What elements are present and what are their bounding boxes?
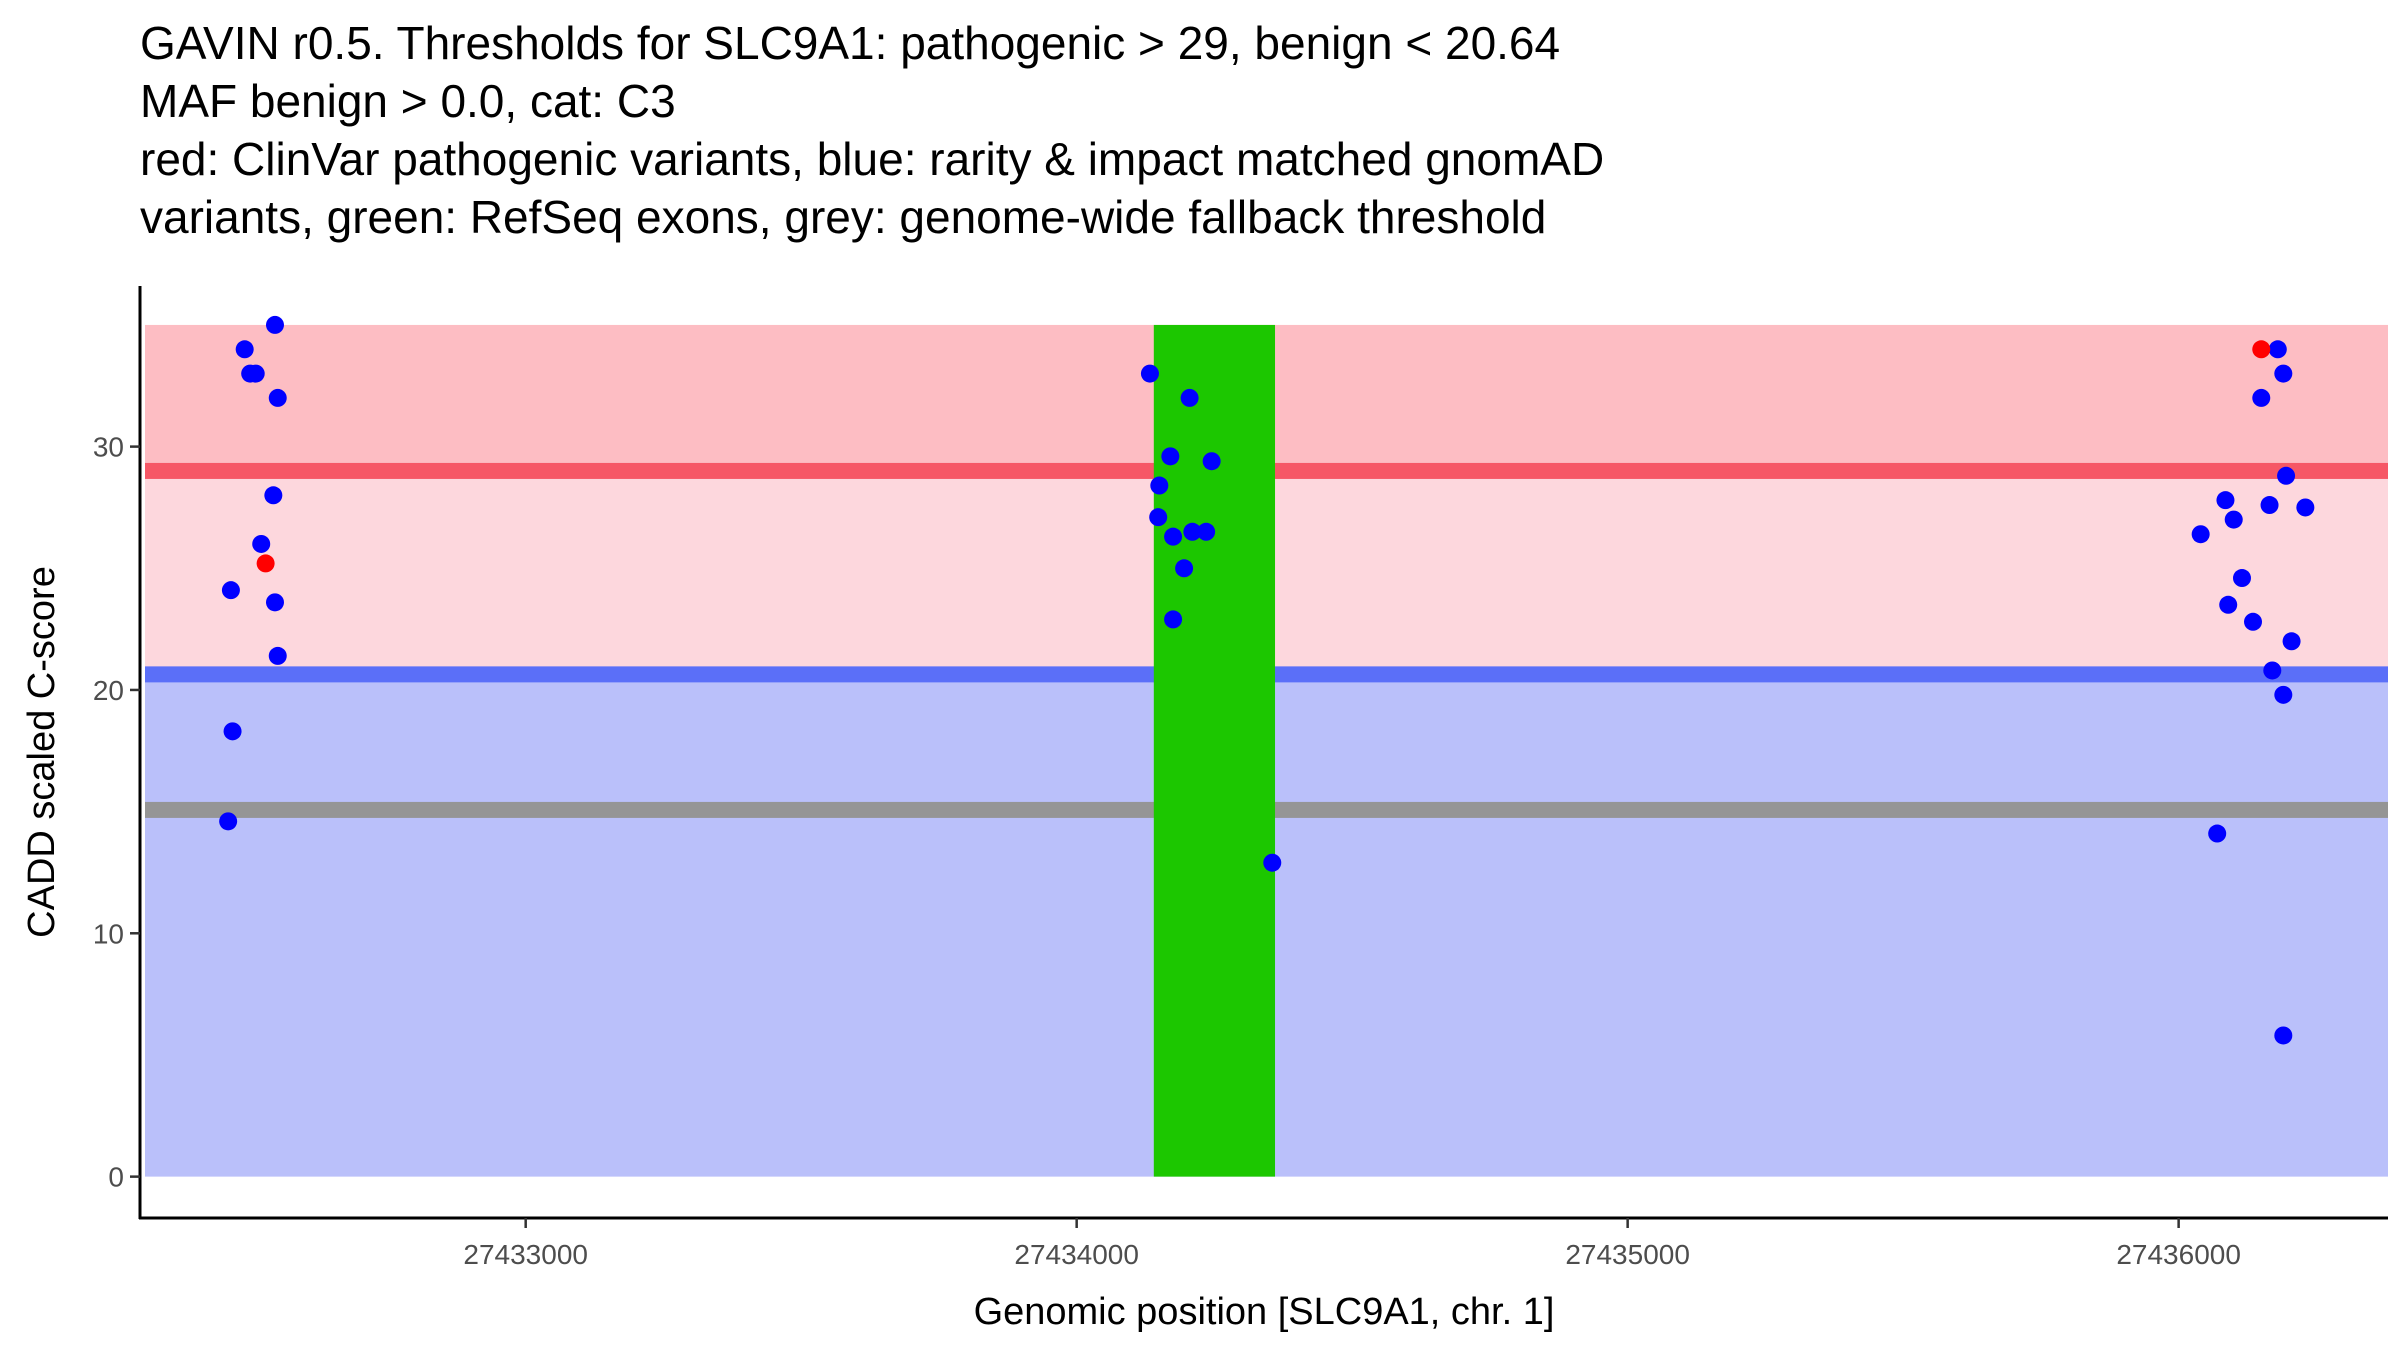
gnomad-series [219,315,2315,1045]
clinvar-series [256,340,2271,573]
title-line-3: red: ClinVar pathogenic variants, blue: … [140,133,1605,185]
gnomad-point [2216,491,2235,510]
y-tick-label: 20 [93,675,124,706]
gnomad-point [2208,824,2227,843]
gnomad-point [2191,525,2210,544]
x-tick-label: 27433000 [463,1239,588,1270]
title-line-2: MAF benign > 0.0, cat: C3 [140,75,676,127]
gnomad-point [268,388,287,407]
gnomad-point [1149,508,1168,527]
gnomad-point [2274,685,2293,704]
y-tick-label: 0 [108,1162,124,1193]
gnomad-point [2268,340,2287,359]
x-tick-label: 27435000 [1565,1239,1690,1270]
x-axis-title: Genomic position [SLC9A1, chr. 1] [974,1291,1555,1333]
axes: 0 10 20 30 27433000 27434000 27435000 27436000 [93,286,2388,1270]
gnomad-point [2260,496,2279,515]
x-tick-label: 27436000 [2116,1239,2241,1270]
gnomad-point [2282,632,2301,651]
gnomad-point [2252,388,2271,407]
gnomad-point [1180,388,1199,407]
gnomad-point [1164,527,1183,546]
gnomad-point [2224,510,2243,529]
gnomad-point [1164,610,1183,629]
x-tick-label: 27434000 [1014,1239,1139,1270]
gnomad-point [2244,612,2263,631]
gnomad-point [1150,476,1169,495]
gnomad-point [1175,559,1194,578]
gnomad-point [223,722,242,741]
gnomad-point [2296,498,2315,517]
y-tick-label: 10 [93,918,124,949]
y-tick-label: 30 [93,432,124,463]
gnomad-point [2274,1026,2293,1045]
gnomad-point [2232,569,2251,588]
gnomad-point [221,581,240,600]
gnomad-point [2219,595,2238,614]
gnomad-point [219,812,238,831]
gnomad-point [2274,364,2293,383]
gnomad-point [1202,452,1221,471]
gnomad-point [2277,466,2296,485]
gnomad-point [1197,522,1216,541]
gnomad-point [268,646,287,665]
gnomad-point [1140,364,1159,383]
gnomad-point [1183,522,1202,541]
chart-title: GAVIN r0.5. Thresholds for SLC9A1: patho… [140,14,1604,246]
gnomad-point [265,593,284,612]
gnomad-point [2263,661,2282,680]
gnomad-point [264,486,283,505]
data-points [219,315,2315,1045]
gnomad-point [265,315,284,334]
gnomad-point [252,534,271,553]
title-line-1: GAVIN r0.5. Thresholds for SLC9A1: patho… [140,17,1561,69]
gnomad-point [235,340,254,359]
gnomad-point [1263,853,1282,872]
gnomad-point [1161,447,1180,466]
title-line-4: variants, green: RefSeq exons, grey: gen… [140,191,1547,243]
gnomad-point [246,364,265,383]
clinvar-point [256,554,275,573]
y-axis-title: CADD scaled C-score [21,566,63,938]
clinvar-point [2252,340,2271,359]
